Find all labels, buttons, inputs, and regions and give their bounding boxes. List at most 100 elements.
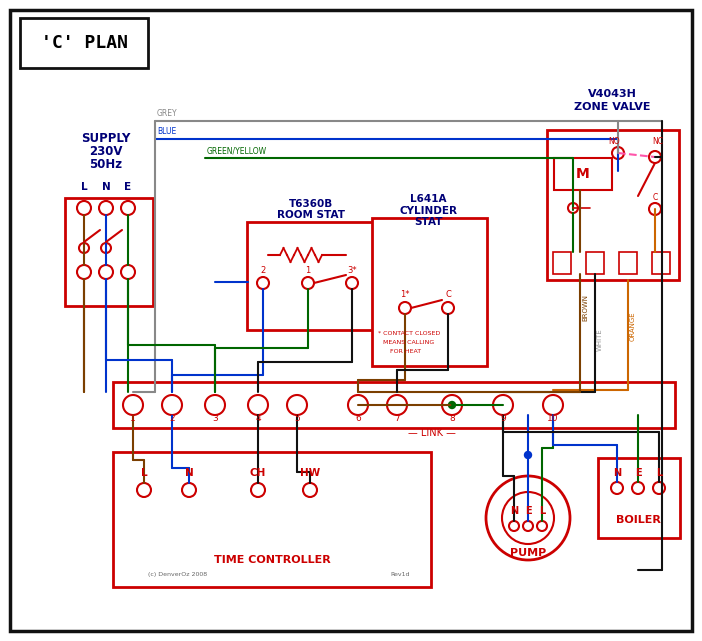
Circle shape <box>442 395 462 415</box>
Text: E: E <box>124 182 131 192</box>
Text: L: L <box>81 182 87 192</box>
Bar <box>586 252 604 274</box>
Text: N: N <box>185 468 193 478</box>
Circle shape <box>287 395 307 415</box>
Text: BROWN: BROWN <box>582 294 588 321</box>
Circle shape <box>123 395 143 415</box>
Text: 5: 5 <box>294 414 300 423</box>
Circle shape <box>303 483 317 497</box>
Text: * CONTACT CLOSED: * CONTACT CLOSED <box>378 331 440 336</box>
Circle shape <box>302 277 314 289</box>
Circle shape <box>509 521 519 531</box>
Text: FOR HEAT: FOR HEAT <box>390 349 421 354</box>
Text: N: N <box>510 506 518 516</box>
Bar <box>113 452 431 587</box>
Text: 2: 2 <box>169 414 175 423</box>
Text: 9: 9 <box>500 414 506 423</box>
Circle shape <box>248 395 268 415</box>
Circle shape <box>101 243 111 253</box>
Text: GREEN/YELLOW: GREEN/YELLOW <box>207 146 267 155</box>
Circle shape <box>99 265 113 279</box>
Bar <box>619 252 637 274</box>
Text: L641A: L641A <box>410 194 446 204</box>
Circle shape <box>632 482 644 494</box>
Bar <box>65 198 153 306</box>
Text: CYLINDER: CYLINDER <box>399 206 457 216</box>
Circle shape <box>653 482 665 494</box>
Text: E: E <box>524 506 531 516</box>
Text: ORANGE: ORANGE <box>630 312 636 341</box>
Text: T6360B: T6360B <box>289 199 333 209</box>
Circle shape <box>205 395 225 415</box>
Text: STAT: STAT <box>413 217 442 227</box>
Text: N: N <box>102 182 110 192</box>
Text: HW: HW <box>300 468 320 478</box>
Text: BLUE: BLUE <box>157 127 176 136</box>
Text: N: N <box>613 468 621 478</box>
Bar <box>247 222 375 330</box>
Text: L: L <box>656 468 662 478</box>
Text: 10: 10 <box>548 414 559 423</box>
Bar <box>372 218 487 366</box>
Circle shape <box>523 521 533 531</box>
Circle shape <box>543 395 563 415</box>
Circle shape <box>387 395 407 415</box>
Circle shape <box>493 395 513 415</box>
Text: 1: 1 <box>130 414 136 423</box>
Text: CH: CH <box>250 468 266 478</box>
Text: 1: 1 <box>305 266 310 275</box>
Text: 6: 6 <box>355 414 361 423</box>
Bar <box>113 382 675 428</box>
Text: M: M <box>576 167 590 181</box>
Bar <box>598 458 680 538</box>
Text: BOILER: BOILER <box>616 515 661 525</box>
Bar <box>652 252 670 274</box>
Circle shape <box>649 203 661 215</box>
Circle shape <box>77 201 91 215</box>
Text: 8: 8 <box>449 414 455 423</box>
Circle shape <box>524 451 531 458</box>
Circle shape <box>121 201 135 215</box>
Circle shape <box>257 277 269 289</box>
Text: SUPPLY: SUPPLY <box>81 132 131 145</box>
Text: ZONE VALVE: ZONE VALVE <box>574 102 650 112</box>
Circle shape <box>537 521 547 531</box>
Text: 'C' PLAN: 'C' PLAN <box>41 34 128 52</box>
Circle shape <box>79 243 89 253</box>
Circle shape <box>99 201 113 215</box>
Text: — LINK —: — LINK — <box>408 428 456 438</box>
Text: GREY: GREY <box>157 109 178 118</box>
Text: 3*: 3* <box>347 266 357 275</box>
Circle shape <box>121 265 135 279</box>
Circle shape <box>348 395 368 415</box>
Circle shape <box>442 302 454 314</box>
Circle shape <box>612 147 624 159</box>
Bar <box>20 18 148 68</box>
Text: WHITE: WHITE <box>597 328 603 351</box>
Circle shape <box>486 476 570 560</box>
Circle shape <box>399 302 411 314</box>
Text: L: L <box>140 468 147 478</box>
Text: NO: NO <box>608 137 620 146</box>
Circle shape <box>162 395 182 415</box>
Circle shape <box>182 483 196 497</box>
Bar <box>553 252 571 274</box>
Text: 4: 4 <box>256 414 261 423</box>
Text: Rev1d: Rev1d <box>390 572 409 577</box>
Text: 230V: 230V <box>89 145 123 158</box>
Bar <box>554 158 612 190</box>
Text: NC: NC <box>652 137 663 146</box>
Text: 7: 7 <box>394 414 400 423</box>
Text: 2: 2 <box>260 266 265 275</box>
Circle shape <box>251 483 265 497</box>
Text: 1*: 1* <box>400 290 410 299</box>
Text: ROOM STAT: ROOM STAT <box>277 210 345 220</box>
Text: PUMP: PUMP <box>510 548 546 558</box>
Text: E: E <box>635 468 642 478</box>
Circle shape <box>611 482 623 494</box>
Text: V4043H: V4043H <box>588 89 637 99</box>
Bar <box>547 130 679 280</box>
Circle shape <box>137 483 151 497</box>
Circle shape <box>77 265 91 279</box>
Circle shape <box>502 492 554 544</box>
